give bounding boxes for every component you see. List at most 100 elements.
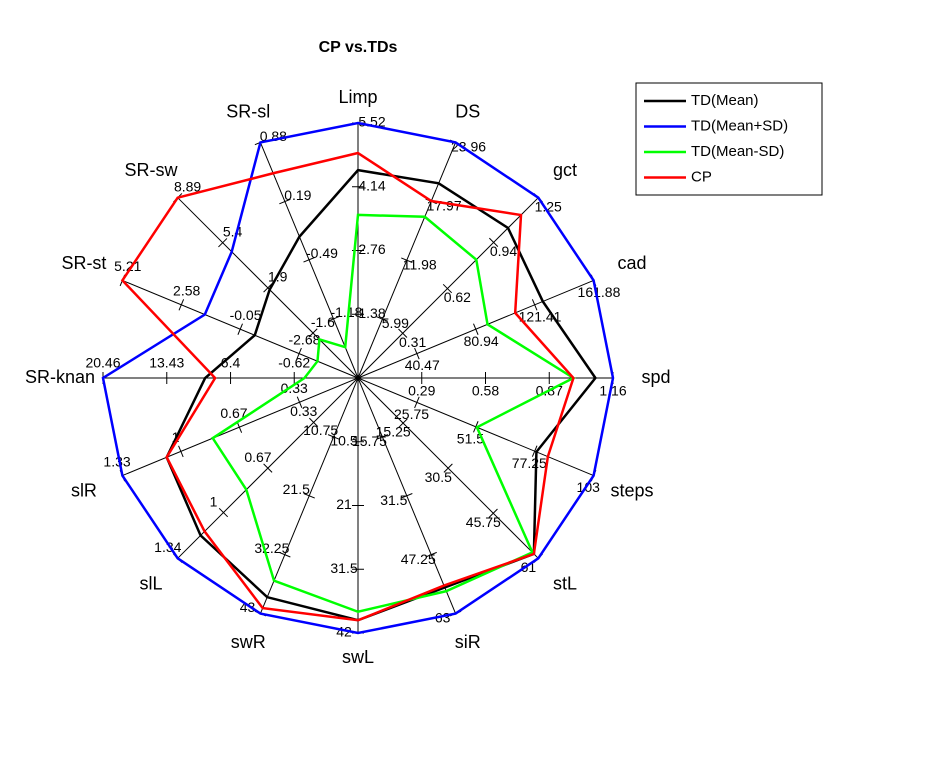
tick-mark <box>376 434 389 440</box>
axis-name: SR-sl <box>226 102 270 122</box>
tick-label: 31.5 <box>330 560 357 576</box>
tick-label: 21 <box>336 496 352 512</box>
tick-label: -1.6 <box>311 314 335 330</box>
tick-label: 1.34 <box>154 539 181 555</box>
tick-label: 0.19 <box>284 187 311 203</box>
tick-label: -2.68 <box>288 331 320 347</box>
tick-label: 2.76 <box>358 241 385 257</box>
legend: TD(Mean) TD(Mean+SD) TD(Mean-SD) CP <box>635 82 823 196</box>
tick-label: 21.5 <box>283 481 310 497</box>
tick-mark <box>443 463 453 473</box>
axis-name: stL <box>553 574 577 594</box>
tick-mark <box>376 316 389 322</box>
tick-label: 1 <box>210 493 218 509</box>
tick-mark <box>296 396 303 408</box>
axis-name: swL <box>342 647 374 667</box>
legend-label: TD(Mean) <box>691 92 759 109</box>
tick-label: 42 <box>336 624 352 640</box>
tick-label: 47.25 <box>401 551 436 567</box>
tick-mark <box>308 417 319 428</box>
tick-mark <box>218 507 229 518</box>
tick-label: -1.18 <box>330 304 362 320</box>
tick-mark <box>303 257 315 263</box>
tick-label: 0.62 <box>444 289 471 305</box>
axis-line <box>122 377 359 477</box>
tick-label: 31.5 <box>380 492 407 508</box>
tick-mark <box>414 347 420 360</box>
tick-label: 15.75 <box>352 433 387 449</box>
tick-label: 51.5 <box>457 430 484 446</box>
tick-label: 0.33 <box>281 380 308 396</box>
tick-label: 30.5 <box>425 469 452 485</box>
tick-mark <box>442 283 453 294</box>
tick-label: 1.38 <box>358 305 385 321</box>
tick-mark <box>425 551 437 558</box>
axis-name: siR <box>455 632 481 652</box>
axis-name: Limp <box>338 87 377 107</box>
tick-label: 1.16 <box>599 383 626 399</box>
axis-name: slL <box>140 574 163 594</box>
legend-label: TD(Mean-SD) <box>691 143 784 160</box>
axis-name: swR <box>231 632 266 652</box>
tick-label: 80.94 <box>464 333 499 349</box>
tick-label: 2.58 <box>173 283 200 299</box>
tick-label: 63 <box>435 610 451 626</box>
tick-mark <box>401 257 413 263</box>
tick-mark <box>236 421 243 433</box>
tick-mark <box>327 316 340 322</box>
tick-mark <box>473 323 479 335</box>
tick-label: 23.96 <box>451 138 486 154</box>
series-line <box>211 213 576 614</box>
tick-mark <box>263 463 273 473</box>
axis-name: SR-st <box>61 253 106 273</box>
tick-label: -0.49 <box>306 245 338 261</box>
tick-label: 0.67 <box>244 449 271 465</box>
tick-mark <box>279 551 291 558</box>
tick-mark <box>488 508 498 518</box>
series-line <box>120 151 575 622</box>
axis-name: SR-sw <box>125 160 179 180</box>
tick-label: 77.25 <box>512 455 547 471</box>
tick-label: 10.75 <box>303 422 338 438</box>
tick-label: 0.31 <box>399 334 426 350</box>
axis-name: spd <box>641 367 670 387</box>
tick-label: 13.43 <box>149 355 184 371</box>
tick-mark <box>488 237 499 248</box>
chart-title: CP vs.TDs <box>319 39 398 56</box>
tick-label: -0.05 <box>230 307 262 323</box>
tick-label: 5.99 <box>382 315 409 331</box>
tick-label: 8.89 <box>174 178 201 194</box>
axis-name: DS <box>455 102 480 122</box>
tick-mark <box>531 445 538 457</box>
axis-name: cad <box>618 253 647 273</box>
tick-label: 11.98 <box>403 256 437 272</box>
tick-label: 0.94 <box>490 243 517 259</box>
series <box>101 121 615 635</box>
legend-label: TD(Mean+SD) <box>691 117 788 134</box>
tick-mark <box>398 328 408 338</box>
tick-label: 20.46 <box>85 355 120 371</box>
tick-mark <box>279 198 291 205</box>
tick-label: 40.47 <box>405 357 440 373</box>
axes: 1.382.764.145.52Limp5.9911.9817.9723.96D… <box>25 87 671 667</box>
tick-mark <box>401 493 413 499</box>
tick-mark <box>531 299 538 311</box>
tick-label: 161.88 <box>578 284 621 300</box>
tick-label: 0.88 <box>260 128 287 144</box>
tick-mark <box>327 434 340 440</box>
legend-label: CP <box>691 168 712 185</box>
tick-mark <box>263 283 273 293</box>
axis-name: SR-knan <box>25 367 95 387</box>
tick-label: 0.58 <box>472 383 499 399</box>
tick-mark <box>218 238 228 248</box>
tick-mark <box>303 493 315 499</box>
tick-label: 121.41 <box>519 308 562 324</box>
series-line <box>101 121 615 635</box>
axis-name: slR <box>71 480 97 500</box>
tick-mark <box>237 323 243 335</box>
tick-mark <box>414 396 420 409</box>
tick-mark <box>178 445 184 458</box>
tick-label: 10.5 <box>330 432 357 448</box>
tick-label: 1.33 <box>103 453 130 469</box>
